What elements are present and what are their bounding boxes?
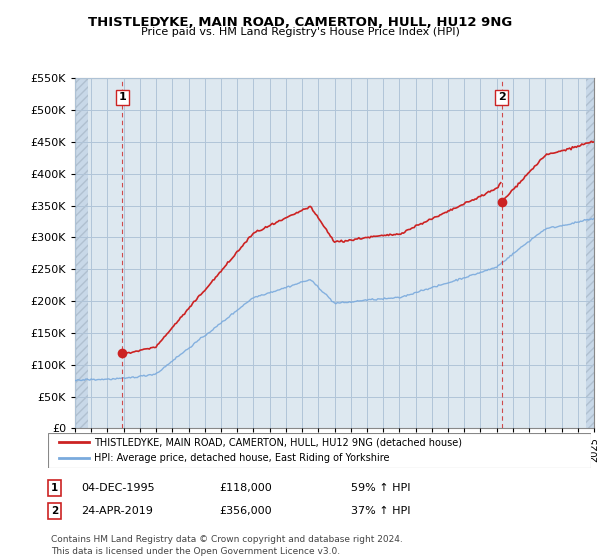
Text: 37% ↑ HPI: 37% ↑ HPI xyxy=(351,506,410,516)
Text: Contains HM Land Registry data © Crown copyright and database right 2024.
This d: Contains HM Land Registry data © Crown c… xyxy=(51,535,403,556)
Text: £356,000: £356,000 xyxy=(219,506,272,516)
Text: 2: 2 xyxy=(498,92,506,102)
Text: £118,000: £118,000 xyxy=(219,483,272,493)
Text: THISTLEDYKE, MAIN ROAD, CAMERTON, HULL, HU12 9NG: THISTLEDYKE, MAIN ROAD, CAMERTON, HULL, … xyxy=(88,16,512,29)
Text: 59% ↑ HPI: 59% ↑ HPI xyxy=(351,483,410,493)
Bar xyxy=(586,78,594,428)
Bar xyxy=(75,78,88,428)
Text: Price paid vs. HM Land Registry's House Price Index (HPI): Price paid vs. HM Land Registry's House … xyxy=(140,27,460,37)
Text: 1: 1 xyxy=(51,483,58,493)
Text: 1: 1 xyxy=(118,92,126,102)
Text: HPI: Average price, detached house, East Riding of Yorkshire: HPI: Average price, detached house, East… xyxy=(94,453,389,463)
Text: 2: 2 xyxy=(51,506,58,516)
Text: 24-APR-2019: 24-APR-2019 xyxy=(81,506,153,516)
Text: THISTLEDYKE, MAIN ROAD, CAMERTON, HULL, HU12 9NG (detached house): THISTLEDYKE, MAIN ROAD, CAMERTON, HULL, … xyxy=(94,437,462,447)
Text: 04-DEC-1995: 04-DEC-1995 xyxy=(81,483,155,493)
